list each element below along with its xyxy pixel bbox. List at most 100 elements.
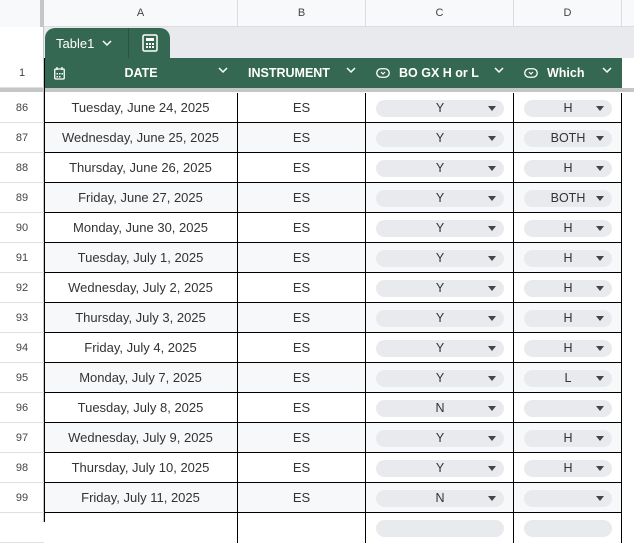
row-header[interactable]: 98	[0, 453, 44, 483]
which-dropdown-chip[interactable]	[524, 400, 612, 417]
bo-dropdown-chip[interactable]: N	[376, 490, 504, 507]
which-cell[interactable]: H	[514, 453, 622, 483]
which-dropdown-chip[interactable]: L	[524, 370, 612, 387]
which-dropdown-chip[interactable]: H	[524, 220, 612, 237]
which-cell[interactable]: H	[514, 333, 622, 363]
bo-cell[interactable]: Y	[366, 303, 514, 333]
bo-dropdown-chip[interactable]: Y	[376, 130, 504, 147]
row-header[interactable]: 91	[0, 243, 44, 273]
which-dropdown-chip[interactable]: H	[524, 100, 612, 117]
header-date[interactable]: DATE	[44, 58, 238, 88]
row-header[interactable]: 99	[0, 483, 44, 513]
date-cell[interactable]: Tuesday, June 24, 2025	[44, 93, 238, 123]
bo-dropdown-chip[interactable]: Y	[376, 250, 504, 267]
which-dropdown-chip[interactable]: BOTH	[524, 130, 612, 147]
bo-dropdown-chip[interactable]: Y	[376, 160, 504, 177]
date-cell[interactable]: Monday, June 30, 2025	[44, 213, 238, 243]
date-cell[interactable]: Wednesday, July 2, 2025	[44, 273, 238, 303]
bo-cell[interactable]: Y	[366, 243, 514, 273]
empty-cell[interactable]	[44, 513, 238, 543]
instrument-cell[interactable]: ES	[238, 333, 366, 363]
dropdown-chip[interactable]	[524, 520, 612, 537]
table-name-menu[interactable]: Table1	[45, 28, 129, 58]
row-header[interactable]: 97	[0, 423, 44, 453]
chevron-down-icon[interactable]	[494, 67, 504, 74]
bo-dropdown-chip[interactable]: Y	[376, 370, 504, 387]
which-cell[interactable]: H	[514, 303, 622, 333]
bo-dropdown-chip[interactable]: Y	[376, 190, 504, 207]
bo-cell[interactable]: Y	[366, 213, 514, 243]
date-cell[interactable]: Thursday, June 26, 2025	[44, 153, 238, 183]
bo-cell[interactable]: Y	[366, 183, 514, 213]
bo-dropdown-chip[interactable]: N	[376, 400, 504, 417]
instrument-cell[interactable]: ES	[238, 453, 366, 483]
bo-dropdown-chip[interactable]: Y	[376, 430, 504, 447]
bo-cell[interactable]: Y	[366, 453, 514, 483]
date-cell[interactable]: Friday, July 11, 2025	[44, 483, 238, 513]
which-cell[interactable]: BOTH	[514, 183, 622, 213]
empty-cell[interactable]	[238, 513, 366, 543]
row-header[interactable]: 88	[0, 153, 44, 183]
instrument-cell[interactable]: ES	[238, 303, 366, 333]
date-cell[interactable]: Thursday, July 10, 2025	[44, 453, 238, 483]
row-header[interactable]: 94	[0, 333, 44, 363]
which-cell[interactable]: H	[514, 243, 622, 273]
bo-cell[interactable]: Y	[366, 333, 514, 363]
row-header[interactable]: 86	[0, 93, 44, 123]
column-header-c[interactable]: C	[366, 0, 514, 27]
which-dropdown-chip[interactable]: H	[524, 160, 612, 177]
dropdown-chip[interactable]	[376, 520, 504, 537]
chevron-down-icon[interactable]	[218, 67, 228, 74]
empty-cell[interactable]	[514, 513, 622, 543]
row-header[interactable]: 90	[0, 213, 44, 243]
which-cell[interactable]: H	[514, 423, 622, 453]
date-cell[interactable]: Wednesday, July 9, 2025	[44, 423, 238, 453]
instrument-cell[interactable]: ES	[238, 393, 366, 423]
table-tab[interactable]: Table1	[45, 28, 170, 58]
date-cell[interactable]: Monday, July 7, 2025	[44, 363, 238, 393]
bo-dropdown-chip[interactable]: Y	[376, 460, 504, 477]
bo-dropdown-chip[interactable]: Y	[376, 280, 504, 297]
date-cell[interactable]: Tuesday, July 1, 2025	[44, 243, 238, 273]
instrument-cell[interactable]: ES	[238, 213, 366, 243]
which-cell[interactable]: H	[514, 273, 622, 303]
instrument-cell[interactable]: ES	[238, 153, 366, 183]
bo-cell[interactable]: Y	[366, 363, 514, 393]
which-cell[interactable]: BOTH	[514, 123, 622, 153]
chevron-down-icon[interactable]	[602, 67, 612, 74]
column-header-a[interactable]: A	[44, 0, 238, 27]
which-dropdown-chip[interactable]: H	[524, 250, 612, 267]
column-header-d[interactable]: D	[514, 0, 622, 27]
bo-cell[interactable]: Y	[366, 93, 514, 123]
which-dropdown-chip[interactable]: BOTH	[524, 190, 612, 207]
which-dropdown-chip[interactable]: H	[524, 460, 612, 477]
bo-cell[interactable]: Y	[366, 153, 514, 183]
bo-dropdown-chip[interactable]: Y	[376, 340, 504, 357]
date-cell[interactable]: Tuesday, July 8, 2025	[44, 393, 238, 423]
empty-cell[interactable]	[366, 513, 514, 543]
date-cell[interactable]: Friday, June 27, 2025	[44, 183, 238, 213]
which-cell[interactable]: H	[514, 213, 622, 243]
which-dropdown-chip[interactable]	[524, 490, 612, 507]
bo-cell[interactable]: Y	[366, 273, 514, 303]
which-dropdown-chip[interactable]: H	[524, 430, 612, 447]
instrument-cell[interactable]: ES	[238, 183, 366, 213]
bo-cell[interactable]: Y	[366, 423, 514, 453]
which-dropdown-chip[interactable]: H	[524, 280, 612, 297]
instrument-cell[interactable]: ES	[238, 483, 366, 513]
bo-cell[interactable]: N	[366, 393, 514, 423]
row-header[interactable]: 89	[0, 183, 44, 213]
header-which[interactable]: Which	[514, 58, 622, 88]
instrument-cell[interactable]: ES	[238, 363, 366, 393]
header-bo[interactable]: BO GX H or L	[366, 58, 514, 88]
instrument-cell[interactable]: ES	[238, 423, 366, 453]
date-cell[interactable]: Thursday, July 3, 2025	[44, 303, 238, 333]
which-dropdown-chip[interactable]: H	[524, 310, 612, 327]
which-cell[interactable]: L	[514, 363, 622, 393]
row-header[interactable]: 93	[0, 303, 44, 333]
instrument-cell[interactable]: ES	[238, 273, 366, 303]
row-header[interactable]: 95	[0, 363, 44, 393]
header-instrument[interactable]: INSTRUMENT	[238, 58, 366, 88]
bo-cell[interactable]: N	[366, 483, 514, 513]
instrument-cell[interactable]: ES	[238, 243, 366, 273]
